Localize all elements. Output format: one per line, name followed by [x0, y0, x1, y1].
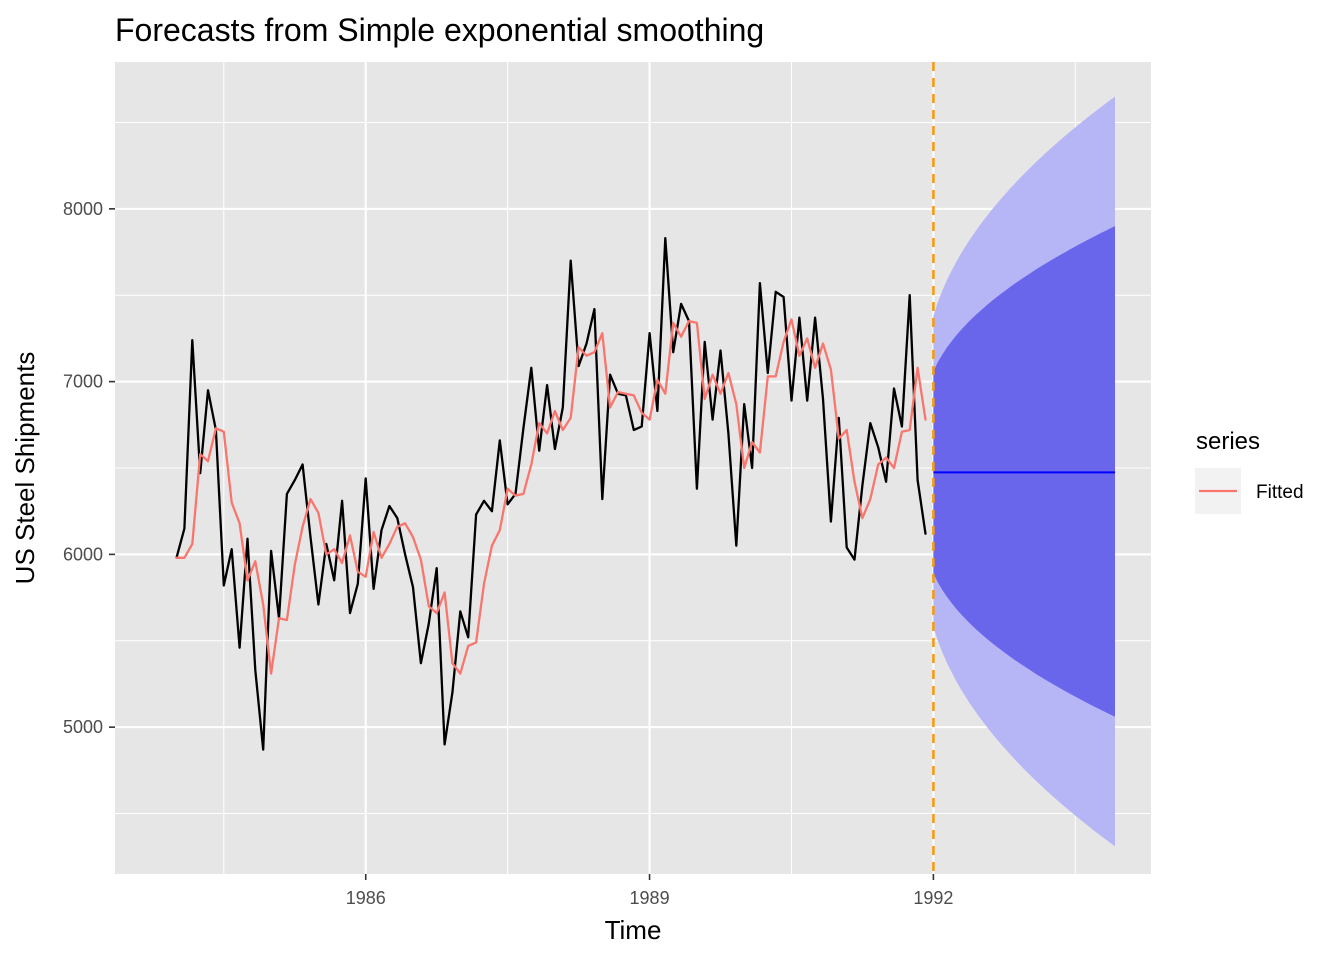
series-line-observed	[175, 237, 927, 751]
x-tick-label: 1986	[346, 888, 386, 908]
y-tick-label: 8000	[63, 199, 103, 219]
y-tick-label: 5000	[63, 717, 103, 737]
series-lines	[175, 237, 927, 751]
series-line-fitted	[175, 318, 927, 675]
legend: series Fitted	[1195, 428, 1304, 514]
legend-label-fitted: Fitted	[1256, 482, 1304, 503]
y-axis-title: US Steel Shipments	[10, 352, 40, 585]
y-tick-label: 6000	[63, 544, 103, 564]
x-tick-label: 1992	[913, 888, 953, 908]
x-axis-title: Time	[605, 915, 662, 945]
x-tick-label: 1989	[630, 888, 670, 908]
legend-title: series	[1196, 428, 1260, 455]
chart-title: Forecasts from Simple exponential smooth…	[115, 12, 764, 48]
y-axis: 5000 6000 7000 8000	[63, 199, 115, 737]
y-tick-label: 7000	[63, 372, 103, 392]
x-axis: 1986 1989 1992	[346, 874, 953, 908]
